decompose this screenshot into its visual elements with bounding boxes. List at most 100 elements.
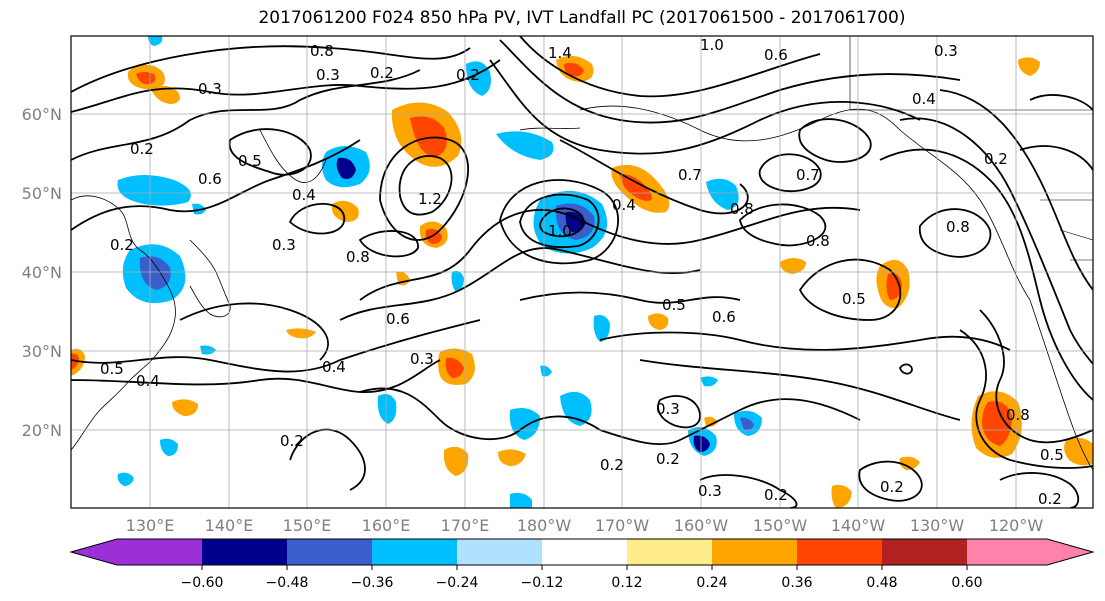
contour-label: 0.5 [842, 290, 866, 308]
contour-label: 0.8 [730, 200, 754, 218]
lon-label: 130°E [126, 516, 175, 535]
positive-patch [831, 484, 852, 508]
coastline-japan [189, 239, 231, 318]
contour-label: 0.4 [322, 358, 346, 376]
lon-label: 140°E [205, 516, 254, 535]
contour-label: 0.5 [662, 296, 686, 314]
colorbar-tick-label: −0.48 [266, 575, 309, 591]
colorbar-bin [712, 539, 797, 565]
negative-patch [336, 157, 356, 179]
contour-line [71, 45, 471, 93]
contour-labels: 0.8 0.3 0.2 0.2 1.4 1.0 0.6 0.3 0.3 0.4 … [100, 36, 1064, 508]
contour-line [359, 387, 601, 441]
positive-patch [1018, 57, 1040, 76]
contour-line [798, 258, 902, 321]
lat-label: 40°N [22, 263, 62, 282]
negative-patch [565, 211, 586, 233]
contour-line [519, 36, 821, 98]
coastline-kamchatka [259, 129, 327, 183]
contour-label: 0.2 [370, 64, 394, 82]
contour-label: 0.8 [806, 232, 830, 250]
contour-label: 0.4 [612, 196, 636, 214]
contour-label: 0.8 [946, 218, 970, 236]
contour-label: 1.4 [548, 44, 572, 62]
negative-patch [160, 438, 178, 456]
positive-patch [780, 258, 806, 274]
colorbar-bin [117, 539, 202, 565]
contour-line [519, 193, 600, 249]
lon-label: 120°W [989, 516, 1044, 535]
contour-line [959, 329, 1093, 469]
contour-label: 0.6 [386, 310, 410, 328]
contour-label: 0.2 [110, 236, 134, 254]
contour-label: 1.2 [418, 190, 442, 208]
contour-label: 0.8 [310, 42, 334, 60]
colorbar-tick-label: 0.60 [951, 575, 982, 591]
positive-patch [564, 62, 584, 77]
lon-labels: 130°E 140°E 150°E 160°E 170°E 180°W 170°… [126, 516, 1044, 535]
lat-label: 50°N [22, 184, 62, 203]
lon-label: 170°E [441, 516, 490, 535]
positive-patch [445, 357, 464, 378]
colorbar-tick-label: −0.36 [351, 575, 394, 591]
contour-label: 0.2 [130, 140, 154, 158]
contour-line [519, 291, 741, 304]
positive-patch [443, 446, 469, 476]
positive-patch [982, 401, 1012, 446]
negative-anomaly-patches [117, 36, 762, 508]
map-frame [70, 35, 1094, 509]
lon-label: 160°W [674, 516, 729, 535]
contour-label: 0.4 [136, 372, 160, 390]
contour-line [1029, 94, 1093, 111]
contour-line [639, 359, 961, 421]
positive-patch [498, 449, 526, 466]
colorbar-tick-label: −0.12 [521, 575, 564, 591]
positive-patch [1064, 437, 1093, 466]
contour-line [359, 206, 861, 301]
negative-patch [117, 472, 134, 486]
positive-patch [704, 416, 718, 427]
contour-label: 0.6 [198, 170, 222, 188]
colorbar-tick-label: −0.24 [436, 575, 479, 591]
contour-label: 0.3 [934, 42, 958, 60]
coastline-alaska [579, 105, 1031, 301]
contour-line [339, 247, 701, 321]
colorbar-tick-label: 0.36 [781, 575, 812, 591]
negative-patch [496, 131, 554, 160]
contour-line [979, 309, 1093, 444]
contour-line [899, 117, 1093, 365]
contour-label: 0.3 [316, 66, 340, 84]
contour-line [489, 59, 921, 155]
colorbar-tick-label: 0.48 [866, 575, 897, 591]
colorbar-extend-high [1047, 539, 1093, 565]
lon-label: 170°W [595, 516, 650, 535]
negative-patch [740, 417, 754, 431]
positive-patch [899, 456, 920, 470]
colorbar-tick-label: −0.60 [181, 575, 224, 591]
contour-line [228, 128, 312, 176]
negative-patch [148, 36, 163, 46]
positive-patch [71, 353, 79, 370]
contour-label: 0.2 [764, 486, 788, 504]
colorbar-bin [882, 539, 967, 565]
chart-title: 2017061200 F024 850 hPa PV, IVT Landfall… [258, 8, 906, 28]
negative-patch [139, 256, 171, 290]
contour-label: 1.0 [700, 36, 724, 54]
contour-label: 0.2 [1038, 490, 1062, 508]
border-states [1040, 199, 1093, 261]
positive-patch [136, 72, 156, 85]
contour-line [739, 203, 827, 247]
contour-line [999, 472, 1080, 508]
positive-patch [620, 174, 652, 201]
positive-patch [286, 328, 316, 339]
contour-label: 0.7 [796, 166, 820, 184]
contour-line [858, 460, 923, 502]
coastline-asia [71, 195, 176, 451]
contour-label: 1.0 [548, 222, 572, 240]
contour-line [559, 139, 749, 215]
contour-line [71, 59, 501, 113]
contour-line [939, 89, 1093, 291]
colorbar-bin [797, 539, 882, 565]
negative-patch [510, 492, 532, 508]
contour-label: 0.2 [600, 456, 624, 474]
